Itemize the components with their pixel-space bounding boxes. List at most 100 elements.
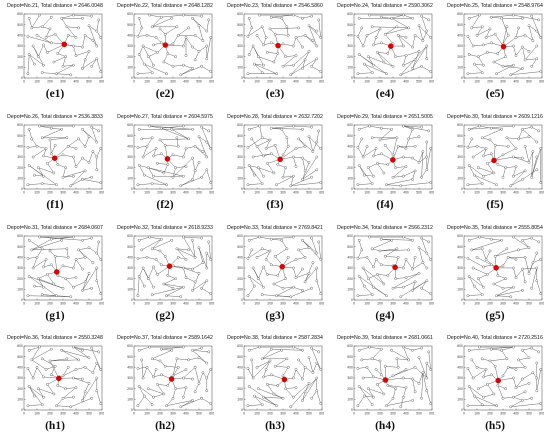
route-edge bbox=[476, 256, 492, 265]
route-edge bbox=[65, 387, 77, 390]
route-edge bbox=[385, 366, 399, 368]
panel-label: (h2) bbox=[155, 420, 175, 433]
customer-node bbox=[535, 361, 539, 365]
route-edge bbox=[247, 248, 263, 259]
customer-node bbox=[514, 368, 518, 372]
route-edge bbox=[518, 136, 530, 139]
route-edge bbox=[308, 136, 314, 152]
panel-title: Depot=No.25, Total distance = 2548.9764 bbox=[447, 3, 543, 9]
customer-node bbox=[399, 405, 403, 409]
x-tick-label: 200 bbox=[267, 190, 273, 194]
customer-node bbox=[421, 371, 425, 375]
route-edge bbox=[82, 392, 86, 401]
route-edge bbox=[183, 14, 202, 17]
customer-node bbox=[175, 246, 179, 250]
route-edge bbox=[506, 137, 519, 139]
customer-node bbox=[30, 248, 34, 251]
customer-node bbox=[361, 44, 365, 48]
route-edge bbox=[496, 295, 511, 297]
customer-node bbox=[319, 368, 323, 372]
y-tick-label: 100 bbox=[457, 287, 463, 291]
customer-node bbox=[301, 177, 304, 181]
route-edge bbox=[391, 18, 409, 29]
route-edge bbox=[295, 145, 306, 149]
route-edge bbox=[531, 237, 539, 242]
customer-node bbox=[385, 404, 388, 408]
customer-node bbox=[91, 150, 95, 153]
customer-node bbox=[286, 366, 290, 369]
customer-node bbox=[368, 124, 371, 128]
customer-node bbox=[170, 127, 174, 131]
customer-node bbox=[391, 397, 395, 400]
y-tick-label: 500 bbox=[457, 134, 463, 138]
route-edge bbox=[32, 367, 38, 379]
route-edge bbox=[474, 63, 483, 73]
x-tick-label: 0 bbox=[243, 190, 245, 194]
customer-node bbox=[246, 145, 250, 149]
route-edge bbox=[395, 55, 407, 57]
customer-node bbox=[411, 67, 414, 70]
customer-node bbox=[140, 358, 144, 362]
route-edge bbox=[506, 137, 517, 149]
customer-node bbox=[523, 255, 527, 259]
customer-node bbox=[162, 171, 166, 175]
route-edge bbox=[392, 286, 404, 288]
route-edge bbox=[152, 239, 172, 249]
route-edge bbox=[206, 37, 211, 59]
route-edge bbox=[172, 157, 193, 178]
customer-node bbox=[311, 371, 315, 375]
route-edge bbox=[47, 273, 55, 284]
customer-node bbox=[480, 71, 484, 74]
route-edge bbox=[469, 275, 484, 287]
customer-node bbox=[535, 29, 539, 33]
route-edge bbox=[421, 66, 431, 72]
customer-node bbox=[165, 72, 168, 76]
customer-node bbox=[165, 293, 168, 297]
customer-node bbox=[162, 392, 166, 396]
customer-node bbox=[506, 366, 510, 369]
route-edge bbox=[403, 387, 407, 398]
route-edge bbox=[91, 126, 99, 131]
customer-node bbox=[27, 349, 31, 352]
y-tick-label: 500 bbox=[457, 23, 463, 27]
customer-node bbox=[258, 13, 261, 17]
route-edge bbox=[377, 163, 385, 173]
customer-node bbox=[480, 357, 484, 361]
y-tick-label: 400 bbox=[237, 366, 243, 370]
route-edge bbox=[495, 248, 508, 256]
customer-node bbox=[466, 72, 470, 76]
x-tick-label: 400 bbox=[183, 190, 189, 194]
y-tick-label: 100 bbox=[17, 176, 23, 180]
route-edge bbox=[412, 45, 427, 69]
x-tick-label: 300 bbox=[280, 79, 286, 83]
customer-node bbox=[493, 365, 497, 368]
customer-node bbox=[184, 36, 188, 39]
customer-node bbox=[521, 267, 524, 270]
route-edge bbox=[286, 137, 289, 147]
customer-node bbox=[247, 274, 251, 278]
customer-node bbox=[182, 13, 185, 17]
route-edge bbox=[290, 59, 306, 75]
customer-node bbox=[193, 58, 197, 62]
route-edge bbox=[293, 156, 303, 159]
route-edge bbox=[293, 125, 312, 128]
customer-node bbox=[506, 255, 510, 259]
customer-node bbox=[317, 350, 321, 354]
route-edge bbox=[27, 54, 30, 74]
customer-node bbox=[163, 254, 167, 258]
customer-node bbox=[527, 50, 531, 53]
x-tick-label: 500 bbox=[196, 190, 202, 194]
route-edge bbox=[400, 397, 404, 408]
customer-node bbox=[209, 291, 213, 295]
customer-node bbox=[356, 72, 360, 76]
route-edge bbox=[183, 64, 193, 69]
route-edge bbox=[198, 25, 204, 41]
route-edge bbox=[29, 54, 35, 65]
customer-node bbox=[280, 127, 284, 131]
customer-node bbox=[360, 26, 364, 30]
x-tick-label: 600 bbox=[429, 190, 434, 194]
route-edge bbox=[201, 280, 207, 288]
route-edge bbox=[49, 137, 67, 140]
route-edge bbox=[513, 391, 526, 398]
